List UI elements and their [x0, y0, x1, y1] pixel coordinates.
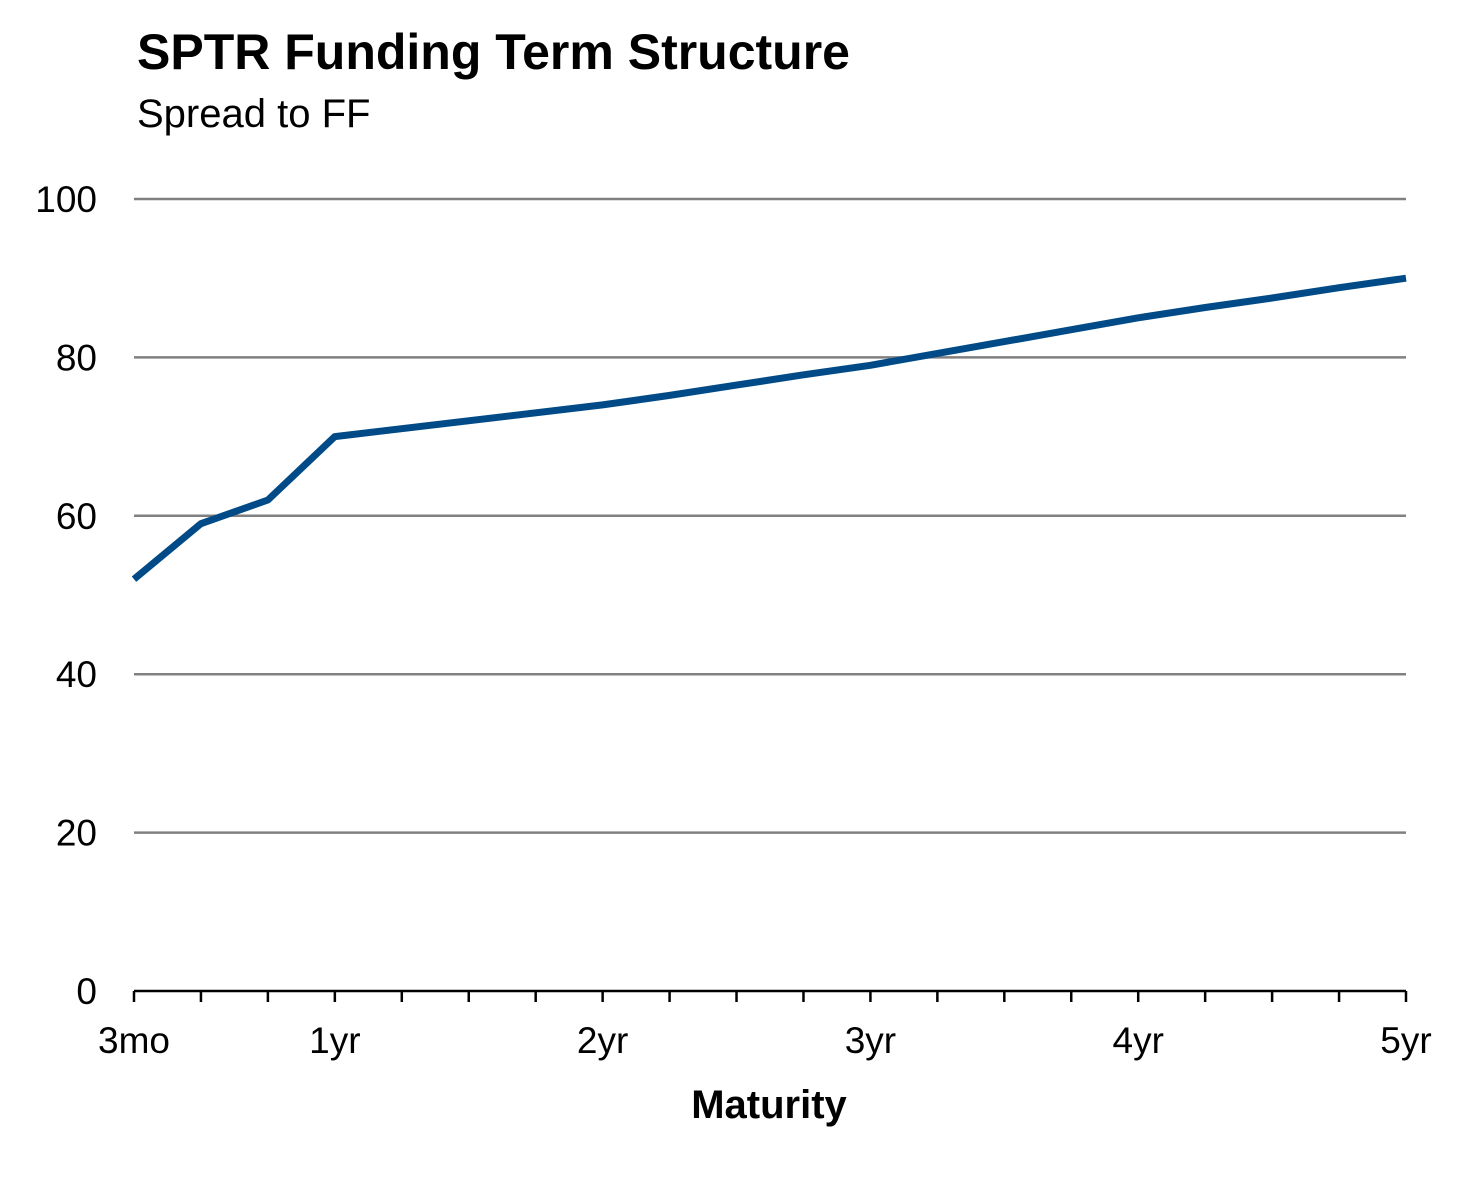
series-layer [131, 274, 1407, 582]
chart-title: SPTR Funding Term Structure [137, 24, 850, 80]
gridlines [134, 197, 1406, 834]
y-tick-label: 20 [56, 813, 97, 854]
x-tick-label: 1yr [309, 1020, 360, 1061]
y-tick-label: 60 [56, 496, 97, 537]
chart-subtitle: Spread to FF [137, 92, 371, 136]
series-line [131, 274, 1407, 582]
x-axis [132, 989, 1408, 1002]
y-tick-label: 80 [56, 337, 97, 378]
x-tick-label: 3yr [845, 1020, 896, 1061]
x-tick-label: 2yr [577, 1020, 628, 1061]
x-tick-label: 4yr [1113, 1020, 1164, 1061]
y-tick-label: 40 [56, 654, 97, 695]
x-axis-title: Maturity [691, 1083, 847, 1127]
x-tick-label: 3mo [98, 1020, 170, 1061]
y-tick-label: 100 [35, 179, 97, 220]
tick-labels: 0 20 40 60 80 100 3mo 1yr 2yr 3yr 4yr 5yr [35, 179, 1431, 1061]
y-tick-label: 0 [76, 971, 97, 1012]
x-tick-label: 5yr [1380, 1020, 1431, 1061]
